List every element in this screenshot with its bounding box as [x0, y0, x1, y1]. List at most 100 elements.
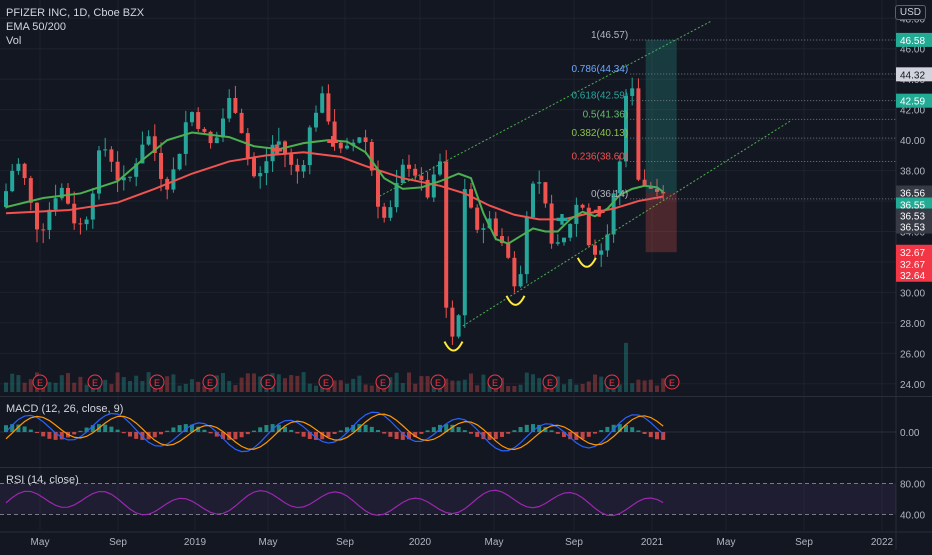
candle-body — [252, 157, 256, 177]
earnings-marker-circle — [87, 374, 103, 390]
candle-body — [363, 137, 368, 142]
candle-body — [438, 161, 442, 175]
candle-body — [444, 161, 449, 308]
candle-body — [28, 178, 33, 203]
candle-body — [140, 144, 145, 164]
price-label-tag — [896, 67, 932, 82]
macd-histogram-bar — [624, 424, 628, 432]
volume-bar — [351, 378, 356, 392]
rsi-axis-label: 40.00 — [900, 511, 925, 522]
volume-bar — [84, 384, 89, 392]
macd-histogram-bar — [661, 432, 666, 440]
candle-body — [487, 218, 492, 229]
volume-bar — [630, 383, 635, 392]
volume-bar — [469, 373, 473, 392]
volume-bar — [258, 376, 263, 392]
macd-histogram-bar — [419, 432, 424, 434]
candle-body — [624, 95, 628, 162]
macd-histogram-bar — [10, 424, 15, 432]
pattern-bottom-mark — [443, 341, 464, 352]
candle-body — [196, 112, 201, 129]
volume-bar — [475, 385, 480, 392]
symbol-title[interactable]: PFIZER INC, 1D, Cboe BZX — [6, 7, 145, 19]
volume-bar — [568, 379, 573, 392]
macd-histogram-bar — [245, 432, 250, 435]
volume-bar — [555, 376, 560, 392]
price-label-text: 36.53 — [900, 212, 925, 223]
volume-bar — [407, 372, 411, 392]
time-tick-label: May — [485, 537, 504, 548]
macd-histogram-bar — [345, 427, 349, 432]
price-label-text: 32.64 — [900, 271, 925, 282]
macd-histogram-bar — [159, 432, 163, 435]
macd-histogram-bar — [400, 432, 405, 440]
price-tick-label: 26.00 — [900, 349, 925, 360]
earnings-marker-circle — [604, 374, 620, 390]
macd-histogram-bar — [35, 432, 39, 434]
candle-body — [456, 315, 461, 337]
candle-body — [617, 161, 622, 194]
candle-body — [183, 122, 188, 154]
earnings-marker-label: E — [609, 378, 615, 388]
macd-histogram-bar — [202, 429, 207, 432]
macd-histogram-bar — [648, 432, 653, 438]
macd-histogram-bar — [289, 429, 294, 432]
volume-bar — [78, 376, 83, 392]
candle-body — [202, 128, 207, 132]
earnings-marker-circle — [202, 374, 218, 390]
volume-bar — [642, 380, 647, 392]
macd-histogram-bar — [475, 432, 480, 437]
volume-bar — [289, 375, 294, 392]
macd-histogram-bar — [617, 424, 622, 432]
volume-legend[interactable]: Vol — [6, 35, 22, 47]
volume-bar — [580, 383, 585, 392]
candle-body — [258, 173, 263, 177]
volume-bar — [636, 379, 641, 392]
currency-button[interactable]: USD — [894, 5, 926, 20]
fib-level-label: 0.786(44.34) — [571, 64, 628, 75]
macd-histogram-bar — [655, 432, 659, 440]
rsi-legend[interactable]: RSI (14, close) — [6, 474, 79, 486]
time-tick-label: Sep — [795, 537, 813, 548]
volume-bar — [128, 380, 132, 392]
macd-histogram-bar — [301, 432, 306, 437]
channel-line — [462, 119, 792, 327]
candle-body — [407, 164, 411, 169]
volume-bar — [239, 377, 244, 392]
ema-legend[interactable]: EMA 50/200 — [6, 21, 66, 33]
macd-histogram-bar — [152, 432, 157, 438]
earnings-marker-label: E — [154, 378, 160, 388]
volume-bar — [369, 385, 374, 392]
volume-bar — [227, 380, 232, 392]
earnings-marker-label: E — [435, 378, 441, 388]
pane-separator-rsi[interactable] — [0, 467, 932, 468]
ema200-line — [5, 151, 664, 221]
pane-separator-macd[interactable] — [0, 396, 932, 397]
macd-histogram-bar — [332, 432, 337, 435]
volume-bar — [462, 379, 467, 392]
macd-histogram-bar — [239, 432, 244, 438]
volume-bar — [338, 380, 343, 392]
earnings-marker-label: E — [669, 378, 675, 388]
macd-histogram-bar — [84, 427, 89, 432]
volume-bar — [245, 373, 250, 392]
macd-histogram-bar — [53, 432, 58, 440]
candle-body — [357, 137, 362, 143]
macd-histogram-bar — [171, 427, 176, 432]
earnings-marker-circle — [487, 374, 503, 390]
volume-bar — [388, 377, 393, 392]
price-label-tag — [896, 219, 932, 234]
candle-body — [134, 163, 139, 177]
macd-histogram-bar — [128, 432, 132, 437]
macd-histogram-bar — [221, 432, 225, 439]
earnings-marker-circle — [375, 374, 391, 390]
earnings-marker-circle — [149, 374, 165, 390]
macd-legend[interactable]: MACD (12, 26, close, 9) — [6, 403, 124, 415]
macd-histogram-bar — [493, 432, 498, 440]
earnings-marker-circle — [664, 374, 680, 390]
rsi-axis-label: 80.00 — [900, 480, 925, 491]
volume-bar — [109, 384, 114, 392]
time-tick-label: May — [259, 537, 278, 548]
macd-histogram-bar — [326, 432, 331, 438]
